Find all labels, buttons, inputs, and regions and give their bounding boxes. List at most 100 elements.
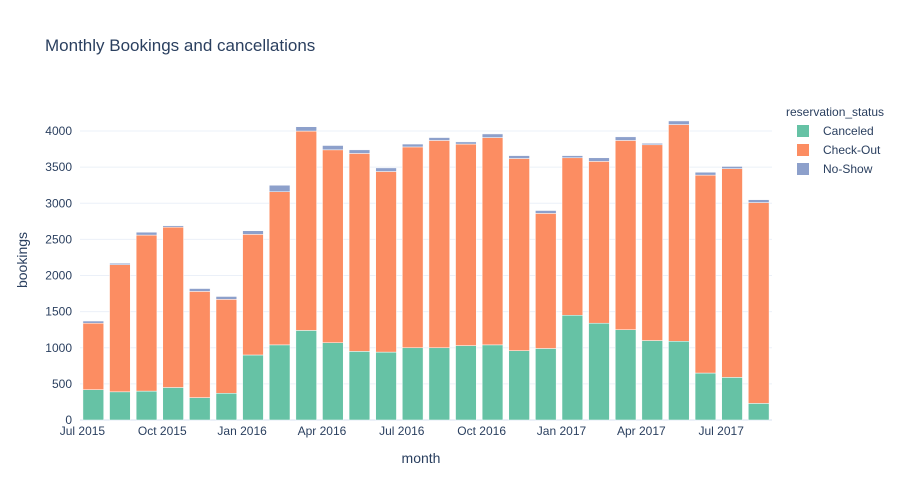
bar-no-show-2016-06[interactable]: [375, 167, 397, 172]
bar-canceled-2016-05[interactable]: [348, 351, 371, 421]
bar-no-show-2017-02[interactable]: [588, 157, 610, 162]
bar-check-out-2015-07[interactable]: [82, 322, 104, 390]
x-tick-label: Jan 2017: [537, 424, 587, 438]
y-tick-label: 2500: [45, 232, 72, 246]
bar-check-out-2016-05[interactable]: [348, 153, 371, 352]
bar-check-out-2017-01[interactable]: [561, 157, 584, 316]
x-axis-title: month: [402, 450, 441, 466]
bar-no-show-2016-10[interactable]: [481, 133, 504, 138]
bar-canceled-2016-12[interactable]: [535, 348, 557, 421]
bar-no-show-2016-11[interactable]: [508, 155, 530, 159]
bar-check-out-2015-10[interactable]: [162, 226, 184, 388]
bar-canceled-2015-10[interactable]: [162, 387, 184, 421]
bar-canceled-2015-07[interactable]: [82, 389, 104, 421]
legend-swatch-check-out[interactable]: [797, 144, 809, 156]
bar-canceled-2016-10[interactable]: [481, 344, 504, 421]
bar-canceled-2015-11[interactable]: [189, 397, 211, 421]
bar-no-show-2016-05[interactable]: [348, 149, 371, 154]
bar-no-show-2015-07[interactable]: [82, 320, 104, 324]
x-tick-label: Oct 2016: [457, 424, 506, 438]
bar-no-show-2017-06[interactable]: [694, 171, 717, 176]
bar-no-show-2017-04[interactable]: [641, 143, 663, 146]
bar-canceled-2015-12[interactable]: [215, 393, 238, 421]
bar-canceled-2015-08[interactable]: [109, 391, 131, 421]
bar-canceled-2017-03[interactable]: [614, 329, 637, 421]
y-axis-title: bookings: [14, 232, 30, 288]
bar-no-show-2016-02[interactable]: [268, 184, 291, 192]
bar-canceled-2016-03[interactable]: [295, 330, 317, 421]
bar-check-out-2016-07[interactable]: [402, 146, 424, 349]
bar-check-out-2017-03[interactable]: [614, 140, 637, 330]
bar-no-show-2015-09[interactable]: [135, 231, 158, 236]
bar-no-show-2017-07[interactable]: [721, 166, 743, 169]
legend-label-check-out[interactable]: Check-Out: [823, 143, 881, 157]
gridlines: [80, 130, 772, 421]
bar-check-out-2016-09[interactable]: [455, 143, 477, 346]
bar-canceled-2016-01[interactable]: [242, 354, 264, 421]
bar-no-show-2016-12[interactable]: [535, 210, 557, 214]
bar-check-out-2017-08[interactable]: [748, 202, 770, 404]
bar-check-out-2016-02[interactable]: [268, 191, 291, 346]
bar-no-show-2017-01[interactable]: [561, 155, 584, 159]
bar-check-out-2015-12[interactable]: [215, 299, 238, 394]
bar-canceled-2016-06[interactable]: [375, 351, 397, 421]
bar-check-out-2016-03[interactable]: [295, 130, 317, 331]
y-tick-label: 3500: [45, 160, 72, 174]
legend-label-no-show[interactable]: No-Show: [823, 162, 873, 176]
bar-check-out-2016-01[interactable]: [242, 234, 264, 356]
legend-swatch-canceled[interactable]: [797, 125, 809, 137]
legend-swatch-no-show[interactable]: [797, 163, 809, 175]
bar-check-out-2016-11[interactable]: [508, 158, 530, 351]
x-tick-label: Jul 2015: [60, 424, 106, 438]
bar-canceled-2016-07[interactable]: [402, 347, 424, 421]
y-tick-label: 2000: [45, 269, 72, 283]
bar-check-out-2015-11[interactable]: [189, 291, 211, 398]
bar-canceled-2015-09[interactable]: [135, 390, 158, 421]
bar-canceled-2017-04[interactable]: [641, 340, 663, 421]
bar-check-out-2017-04[interactable]: [641, 144, 663, 341]
bar-canceled-2017-05[interactable]: [668, 341, 690, 421]
bar-canceled-2016-09[interactable]: [455, 345, 477, 421]
y-axis-ticks: 0 500 1000 1500 2000 2500 3000 3500 4000: [45, 124, 72, 427]
bar-check-out-2016-10[interactable]: [481, 137, 504, 346]
bar-no-show-2015-08[interactable]: [109, 262, 131, 265]
bar-no-show-2015-12[interactable]: [215, 296, 238, 300]
legend-title: reservation_status: [786, 105, 884, 119]
bar-no-show-2015-10[interactable]: [162, 225, 184, 228]
bar-canceled-2016-04[interactable]: [322, 342, 344, 421]
bar-check-out-2016-06[interactable]: [375, 171, 397, 353]
bar-check-out-2017-07[interactable]: [721, 168, 743, 378]
bar-canceled-2017-06[interactable]: [694, 372, 717, 421]
bar-no-show-2016-09[interactable]: [455, 141, 477, 145]
bar-no-show-2016-04[interactable]: [322, 145, 344, 151]
bar-no-show-2017-05[interactable]: [668, 120, 690, 125]
bar-check-out-2015-08[interactable]: [109, 264, 131, 393]
chart-title: Monthly Bookings and cancellations: [45, 36, 315, 55]
bar-check-out-2016-12[interactable]: [535, 213, 557, 349]
bar-canceled-2017-01[interactable]: [561, 315, 584, 421]
bar-no-show-2016-08[interactable]: [428, 137, 450, 141]
x-tick-label: Apr 2017: [617, 424, 666, 438]
bar-canceled-2016-02[interactable]: [268, 344, 291, 421]
legend-label-canceled[interactable]: Canceled: [823, 124, 874, 138]
bar-no-show-2017-08[interactable]: [748, 199, 770, 203]
bar-check-out-2016-08[interactable]: [428, 140, 450, 349]
bar-check-out-2017-05[interactable]: [668, 124, 690, 342]
bar-canceled-2017-07[interactable]: [721, 377, 743, 421]
bar-check-out-2017-06[interactable]: [694, 174, 717, 374]
bar-no-show-2016-07[interactable]: [402, 143, 424, 148]
bar-no-show-2016-01[interactable]: [242, 230, 264, 235]
bar-check-out-2016-04[interactable]: [322, 149, 344, 343]
bar-check-out-2017-02[interactable]: [588, 161, 610, 324]
bar-canceled-2016-08[interactable]: [428, 347, 450, 421]
bar-no-show-2015-11[interactable]: [189, 288, 211, 292]
legend[interactable]: reservation_status Canceled Check-Out No-S…: [786, 105, 884, 176]
bar-canceled-2016-11[interactable]: [508, 350, 530, 421]
bar-check-out-2015-09[interactable]: [135, 234, 158, 392]
y-tick-label: 3000: [45, 196, 72, 210]
bar-canceled-2017-08[interactable]: [748, 403, 770, 421]
bar-canceled-2017-02[interactable]: [588, 322, 610, 421]
bar-no-show-2017-03[interactable]: [614, 136, 637, 141]
bar-no-show-2016-03[interactable]: [295, 126, 317, 132]
